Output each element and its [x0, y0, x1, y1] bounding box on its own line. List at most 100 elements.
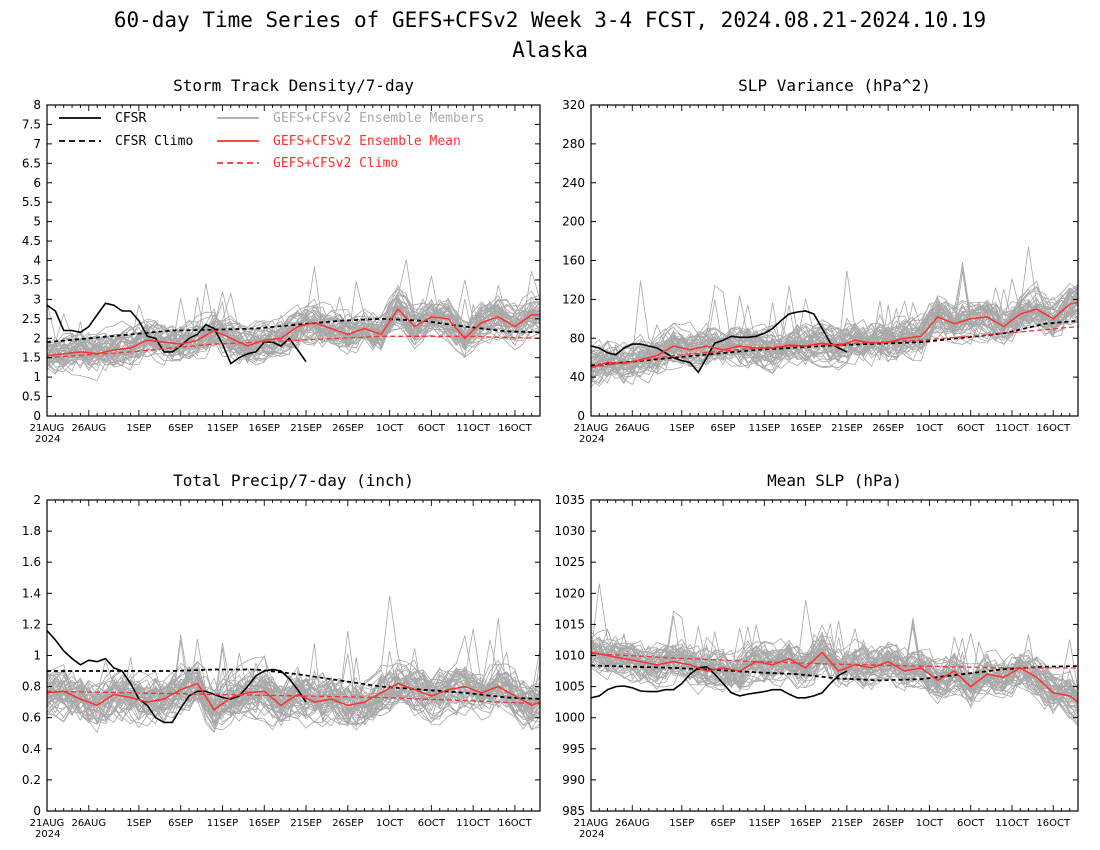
member-line: [591, 304, 1078, 380]
x-tick-label: 1OCT: [916, 818, 944, 829]
gefs-cfsv2-climo-line: [591, 325, 1078, 369]
plot-area: [47, 259, 540, 382]
x-tick-label: 6OCT: [957, 423, 985, 434]
member-line: [47, 310, 540, 364]
y-tick-label: 2: [33, 493, 41, 507]
member-line: [591, 286, 1078, 367]
y-tick-label: 3: [33, 292, 41, 306]
member-line: [47, 302, 540, 366]
y-tick-label: 0.5: [22, 390, 41, 404]
y-axis: 0 0.2 0.4 0.6 0.8 1 1.2 1.4 1.6 1.8 2: [22, 493, 540, 818]
y-axis: 0 40 80 120 160 200 240 280 320: [562, 98, 1078, 423]
legend-label: GEFS+CFSv2 Ensemble Members: [273, 111, 484, 126]
y-tick-label: 1030: [554, 524, 585, 538]
legend: CFSR CFSR Climo GEFS+CFSv2 Ensemble Member…: [59, 111, 484, 171]
gefs-cfsv2-ensemble-mean-line: [591, 301, 1078, 369]
y-axis: 985 990 995 1000 1005 1010 1015 1020 1025 1030 103…: [554, 493, 1078, 818]
y-tick-label: 1000: [554, 711, 585, 725]
x-tick-label: 11OCT: [456, 423, 491, 434]
x-tick-label: 11SEP: [207, 423, 238, 434]
x-tick-label: 16SEP: [249, 818, 280, 829]
member-line: [47, 643, 540, 728]
x-axis: 21AUG 26AUG 1SEP 6SEP 11SEP 16SEP 21SEP 26SEP 1O…: [574, 105, 1079, 445]
plot-area: [47, 595, 540, 734]
y-tick-label: 990: [562, 773, 585, 787]
x-tick-label: 11OCT: [995, 818, 1030, 829]
member-line: [591, 631, 1078, 709]
x-tick-label: 16SEP: [790, 818, 821, 829]
x-tick-label: 21AUG: [574, 818, 609, 829]
x-tick-label: 26AUG: [71, 818, 106, 829]
y-tick-label: 1015: [554, 617, 585, 631]
y-tick-label: 2.5: [22, 312, 41, 326]
y-tick-label: 0: [33, 409, 41, 423]
member-line: [47, 679, 540, 726]
member-line: [591, 289, 1078, 363]
member-line: [47, 666, 540, 713]
member-line: [47, 656, 540, 718]
gefs-cfsv2-ensemble-mean-line: [591, 651, 1078, 703]
y-tick-label: 2: [33, 331, 41, 345]
x-tick-label: 21SEP: [831, 423, 862, 434]
y-tick-label: 0.4: [22, 742, 41, 756]
member-line: [591, 299, 1078, 373]
x-tick-label: 16SEP: [249, 423, 280, 434]
panel-slp: Mean SLP (hPa) 985 990 995 1000 1005 1010 1015 1…: [554, 471, 1079, 840]
cfsr-line: [47, 302, 307, 365]
y-tick-label: 320: [562, 98, 585, 112]
x-axis: 21AUG 26AUG 1SEP 6SEP 11SEP 16SEP 21SEP 26SEP 1O…: [574, 500, 1079, 840]
y-tick-label: 4: [33, 254, 41, 268]
y-tick-label: 280: [562, 137, 585, 151]
x-tick-label: 1OCT: [376, 423, 404, 434]
x-tick-label: 16SEP: [790, 423, 821, 434]
member-line: [591, 294, 1078, 383]
legend-label: GEFS+CFSv2 Climo: [273, 156, 398, 171]
member-line: [47, 679, 540, 724]
member-line: [591, 620, 1078, 702]
x-tick-label: 21AUG: [574, 423, 609, 434]
x-tick-label: 6OCT: [418, 818, 446, 829]
x-year-label: 2024: [35, 829, 60, 840]
member-line: [47, 283, 540, 366]
x-tick-label: 26SEP: [332, 423, 363, 434]
y-tick-label: 1035: [554, 493, 585, 507]
member-line: [47, 302, 540, 368]
x-tick-label: 6SEP: [711, 818, 736, 829]
x-tick-label: 6SEP: [711, 423, 736, 434]
member-line: [47, 298, 540, 360]
x-tick-label: 11SEP: [749, 818, 780, 829]
legend-label: CFSR: [115, 111, 146, 126]
y-tick-label: 1020: [554, 586, 585, 600]
y-tick-label: 6.5: [22, 156, 41, 170]
y-tick-label: 1.4: [22, 586, 41, 600]
y-tick-label: 160: [562, 254, 585, 268]
x-tick-label: 16OCT: [1036, 423, 1071, 434]
x-tick-label: 6SEP: [168, 423, 193, 434]
gefs-cfsv2-climo-line: [47, 690, 540, 705]
legend-label: CFSR Climo: [115, 134, 193, 149]
member-line: [591, 309, 1078, 388]
x-tick-label: 26SEP: [872, 818, 903, 829]
x-tick-label: 21AUG: [30, 423, 65, 434]
y-tick-label: 6: [33, 176, 41, 190]
y-tick-label: 1.6: [22, 555, 41, 569]
x-tick-label: 26SEP: [872, 423, 903, 434]
panel-precip: Total Precip/7-day (inch)00.20.40.60.811…: [22, 471, 541, 840]
x-tick-label: 1SEP: [669, 818, 694, 829]
y-tick-label: 1: [33, 370, 41, 384]
y-tick-label: 40: [570, 370, 585, 384]
cfsr-line: [47, 630, 307, 724]
y-tick-label: 985: [562, 804, 585, 818]
y-tick-label: 995: [562, 742, 585, 756]
x-tick-label: 26AUG: [71, 423, 106, 434]
member-line: [47, 294, 540, 355]
gefs-cfsv2-climo-line: [47, 335, 540, 359]
x-tick-label: 21SEP: [290, 423, 321, 434]
y-tick-label: 0.2: [22, 773, 41, 787]
x-tick-label: 16OCT: [498, 818, 533, 829]
member-line: [47, 651, 540, 728]
member-line: [47, 299, 540, 371]
figure-title: 60-day Time Series of GEFS+CFSv2 Week 3-…: [114, 8, 986, 32]
x-tick-label: 16OCT: [1036, 818, 1071, 829]
